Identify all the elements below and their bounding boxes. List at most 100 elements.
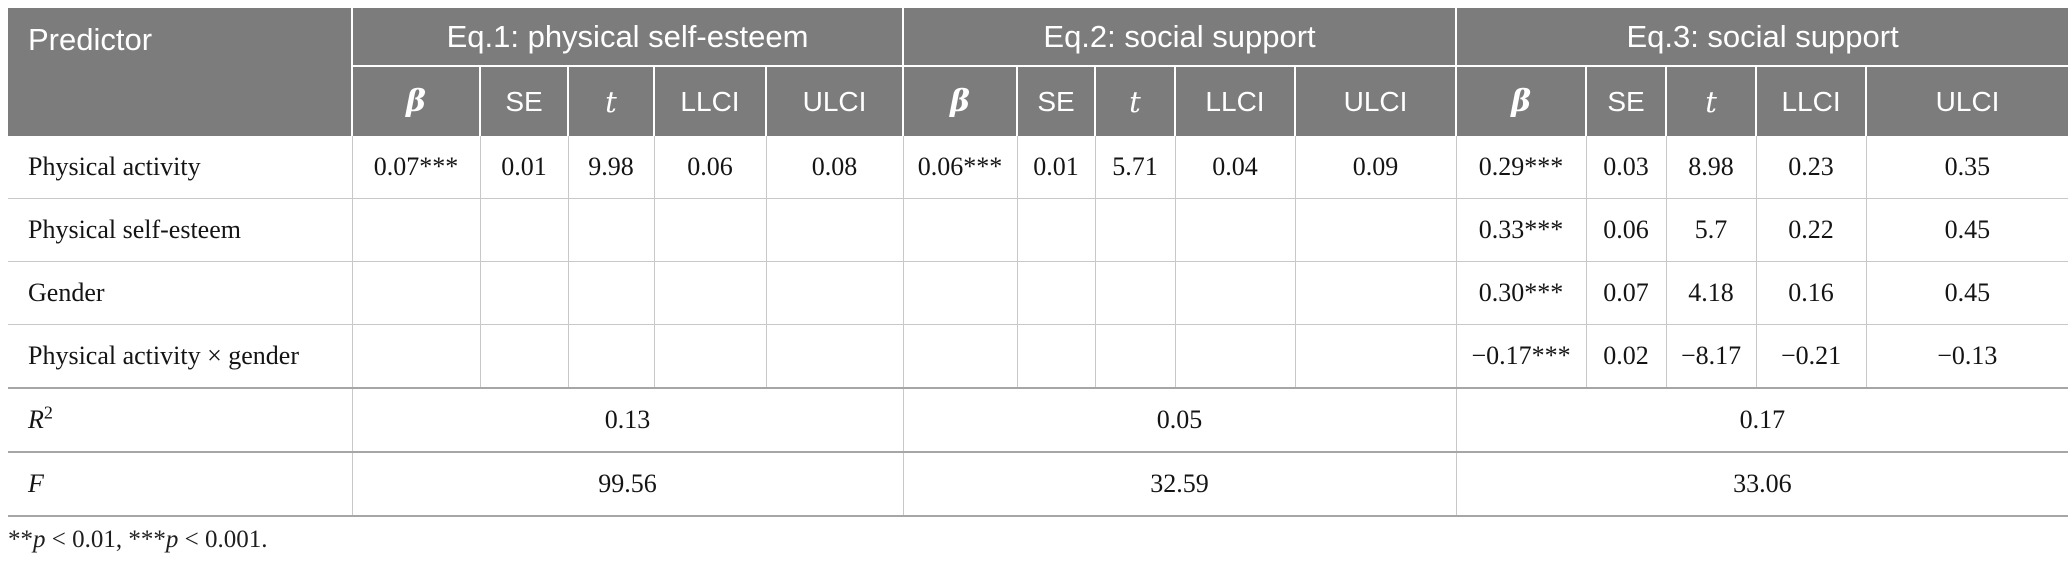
row-label: Physical activity [8, 136, 352, 199]
table-cell [1094, 324, 1175, 389]
column-header-t-eq3: t [1665, 65, 1757, 136]
group-header-eq1: Eq.1: physical self-esteem [351, 8, 903, 66]
footnote-p-symbol: p [165, 526, 179, 553]
table-cell [1294, 198, 1457, 262]
table-cell: 0.06 [1585, 198, 1667, 262]
table-cell [479, 198, 568, 262]
table-cell [653, 324, 766, 389]
table-cell [765, 198, 903, 262]
table-cell [479, 324, 568, 389]
table-cell [653, 261, 766, 325]
table-cell [567, 198, 654, 262]
table-cell: 0.23 [1755, 136, 1867, 199]
table-cell: 0.01 [479, 136, 568, 199]
significance-footnote: **p < 0.01, ***p < 0.001. [8, 526, 2068, 554]
table-cell: 0.45 [1865, 198, 2068, 262]
table-cell: 0.06*** [902, 136, 1017, 199]
table-cell: −0.17*** [1455, 324, 1587, 389]
group-header-eq2: Eq.2: social support [901, 8, 1457, 66]
table-cell [765, 324, 903, 389]
table-cell [479, 261, 568, 325]
table-cell [351, 261, 480, 325]
row-label: Physical activity × gender [8, 324, 352, 389]
table-header-group-row: Predictor Eq.1: physical self-esteem Eq.… [8, 8, 2068, 136]
column-header-llci-eq1: LLCI [653, 65, 766, 136]
table-cell: 0.03 [1585, 136, 1667, 199]
table-cell: 0.22 [1755, 198, 1867, 262]
table-cell: 0.01 [1016, 136, 1095, 199]
column-header-se-eq1: SE [479, 65, 568, 136]
column-header-beta-eq1: β [351, 65, 480, 136]
footnote-threshold: < 0.01, [45, 526, 129, 553]
table-cell: 9.98 [567, 136, 654, 199]
table-cell: 0.09 [1294, 136, 1457, 199]
column-header-t-eq2: t [1094, 65, 1175, 136]
table-cell [1016, 198, 1095, 262]
summary-cell-eq1: 0.13 [351, 388, 903, 453]
table-cell [1294, 324, 1457, 389]
table-cell [765, 261, 903, 325]
table-cell: 0.06 [653, 136, 766, 199]
f-symbol: F [28, 469, 44, 498]
table-cell [1174, 198, 1295, 262]
table-cell [567, 261, 654, 325]
footnote-stars: ** [8, 526, 33, 553]
group-header-eq3: Eq.3: social support [1455, 8, 2068, 66]
footnote-threshold: < 0.001. [178, 526, 268, 553]
row-label: Gender [8, 261, 352, 325]
footnote-stars: *** [128, 526, 166, 553]
table-cell: 0.07 [1585, 261, 1667, 325]
table-row-gender: Gender 0.30*** 0.07 4.18 0.16 0.45 [8, 261, 2068, 325]
table-cell: 0.04 [1174, 136, 1295, 199]
regression-results-table: Predictor Eq.1: physical self-esteem Eq.… [8, 8, 2068, 517]
table-cell: −8.17 [1665, 324, 1757, 389]
table-cell [1294, 261, 1457, 325]
table-cell [567, 324, 654, 389]
table-row-f-statistic: F 99.56 32.59 33.06 [8, 452, 2068, 517]
row-label-f-statistic: F [8, 452, 352, 517]
table-cell [902, 324, 1017, 389]
table-cell [351, 198, 480, 262]
table-cell [1094, 261, 1175, 325]
table-cell [1016, 261, 1095, 325]
column-header-t-eq1: t [567, 65, 654, 136]
column-header-ulci-eq2: ULCI [1293, 65, 1457, 136]
column-header-llci-eq3: LLCI [1755, 65, 1867, 136]
table-cell [1016, 324, 1095, 389]
summary-cell-eq2: 0.05 [902, 388, 1457, 453]
column-header-beta-eq2: β [902, 65, 1017, 136]
row-label: Physical self-esteem [8, 198, 352, 262]
table-cell: 0.02 [1585, 324, 1667, 389]
table-row-interaction: Physical activity × gender −0.17*** 0.02… [8, 324, 2068, 389]
table-cell: −0.21 [1755, 324, 1867, 389]
summary-cell-eq3: 0.17 [1455, 388, 2068, 453]
table-cell: 5.71 [1094, 136, 1175, 199]
table-cell: 8.98 [1665, 136, 1757, 199]
table-header-stat-row: β SE t LLCI ULCI β SE t LLCI ULCI β SE t… [8, 65, 2068, 136]
column-header-llci-eq2: LLCI [1174, 65, 1295, 136]
column-header-se-eq3: SE [1585, 65, 1667, 136]
table-cell [1174, 324, 1295, 389]
table-cell: −0.13 [1865, 324, 2068, 389]
table-cell [653, 198, 766, 262]
table-cell [902, 261, 1017, 325]
table-cell: 0.08 [765, 136, 903, 199]
table-cell: 0.30*** [1455, 261, 1587, 325]
table-row-physical-self-esteem: Physical self-esteem 0.33*** 0.06 5.7 0.… [8, 198, 2068, 262]
summary-cell-eq1: 99.56 [351, 452, 903, 517]
summary-cell-eq2: 32.59 [902, 452, 1457, 517]
column-header-predictor: Predictor [8, 8, 352, 136]
r-squared-exponent: 2 [43, 402, 53, 423]
r-squared-symbol: R [28, 405, 44, 434]
table-cell [1174, 261, 1295, 325]
column-header-ulci-eq1: ULCI [765, 65, 903, 136]
table-cell: 0.16 [1755, 261, 1867, 325]
table-row-physical-activity: Physical activity 0.07*** 0.01 9.98 0.06… [8, 136, 2068, 199]
summary-cell-eq3: 33.06 [1455, 452, 2068, 517]
table-cell: 0.07*** [351, 136, 480, 199]
table-cell [1094, 198, 1175, 262]
column-header-se-eq2: SE [1016, 65, 1095, 136]
table-cell: 0.29*** [1455, 136, 1587, 199]
column-header-beta-eq3: β [1455, 65, 1587, 136]
